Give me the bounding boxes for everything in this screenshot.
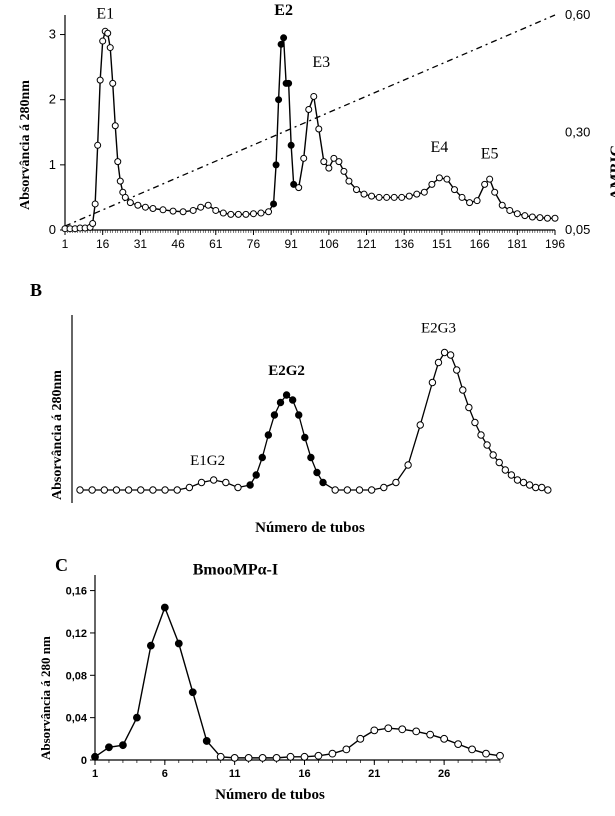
panel-c-label: C xyxy=(55,555,68,576)
panel-c-y-label: Absorvância á 280 nm xyxy=(38,636,54,760)
panel-a-y-label: Absorvância á 280nm xyxy=(18,80,34,210)
svg-text:E2: E2 xyxy=(274,2,293,19)
svg-text:3: 3 xyxy=(49,27,56,42)
svg-text:E2G2: E2G2 xyxy=(268,363,305,379)
panel-c: C Absorvância á 280 nm Número de tubos 1… xyxy=(0,555,615,815)
svg-text:1: 1 xyxy=(92,768,98,780)
svg-text:16: 16 xyxy=(96,237,110,251)
page: { "panelA":{ "type":"line+scatter", "x_t… xyxy=(0,0,615,816)
svg-text:11: 11 xyxy=(229,768,241,780)
svg-text:0,60: 0,60 xyxy=(565,7,590,22)
svg-text:E1: E1 xyxy=(96,5,114,22)
panel-b-label: B xyxy=(30,280,42,301)
svg-text:106: 106 xyxy=(319,237,339,251)
svg-text:E2G3: E2G3 xyxy=(421,321,456,337)
svg-text:E1G2: E1G2 xyxy=(190,453,225,469)
svg-text:1: 1 xyxy=(62,237,69,251)
svg-text:61: 61 xyxy=(209,237,223,251)
panel-b-x-label: Número de tubos xyxy=(200,520,420,537)
svg-text:31: 31 xyxy=(134,237,148,251)
svg-text:181: 181 xyxy=(507,237,527,251)
svg-text:16: 16 xyxy=(298,768,310,780)
svg-text:166: 166 xyxy=(470,237,490,251)
svg-text:76: 76 xyxy=(247,237,261,251)
svg-text:46: 46 xyxy=(171,237,185,251)
svg-text:121: 121 xyxy=(357,237,377,251)
svg-text:0,12: 0,12 xyxy=(66,628,87,640)
svg-text:2: 2 xyxy=(49,92,56,107)
panel-a-y2-label: AMBIC. xyxy=(608,141,615,200)
svg-text:0: 0 xyxy=(49,222,56,237)
svg-text:E4: E4 xyxy=(431,139,449,156)
svg-text:0,08: 0,08 xyxy=(66,670,87,682)
svg-text:E5: E5 xyxy=(481,145,499,162)
svg-text:151: 151 xyxy=(432,237,452,251)
svg-text:21: 21 xyxy=(368,768,380,780)
svg-text:196: 196 xyxy=(545,237,565,251)
svg-text:1: 1 xyxy=(49,157,56,172)
panel-b: B Absorvância á 280nm Número de tubos E1… xyxy=(0,280,615,540)
svg-text:0: 0 xyxy=(81,755,87,767)
svg-text:0,04: 0,04 xyxy=(66,713,88,725)
svg-text:E3: E3 xyxy=(312,54,330,71)
panel-b-y-label: Absorvância á 280nm xyxy=(50,370,66,500)
svg-text:136: 136 xyxy=(394,237,414,251)
svg-text:0,05: 0,05 xyxy=(565,222,590,237)
panel-c-x-label: Número de tubos xyxy=(160,787,380,804)
svg-text:0,16: 0,16 xyxy=(66,586,87,598)
panel-c-chart: 161116212600,040,080,120,16BmooMPα-I xyxy=(0,555,615,785)
svg-text:6: 6 xyxy=(162,768,168,780)
svg-text:91: 91 xyxy=(284,237,298,251)
svg-text:0,30: 0,30 xyxy=(565,124,590,139)
panel-b-chart: E1G2 E2G2 E2G3 xyxy=(0,280,615,520)
panel-a-chart: 116314661769110612113615116618119601230,… xyxy=(0,0,615,270)
svg-text:BmooMPα-I: BmooMPα-I xyxy=(193,562,278,579)
panel-a: Absorvância á 280nm AMBIC. 1163146617691… xyxy=(0,0,615,270)
svg-text:26: 26 xyxy=(438,768,450,780)
